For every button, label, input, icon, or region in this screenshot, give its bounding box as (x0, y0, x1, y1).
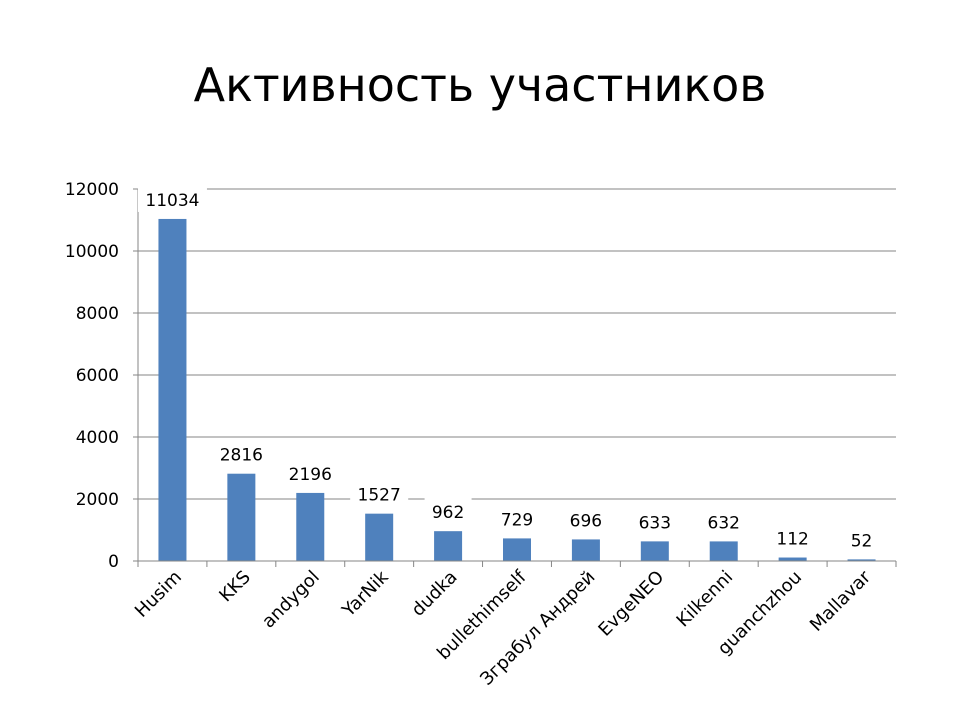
data-label-background (424, 498, 472, 525)
x-tick-label: KKS (215, 567, 255, 607)
bar (296, 492, 325, 561)
x-tick-label: Зграбул Андрей (476, 567, 599, 690)
bar (503, 538, 531, 561)
bar (158, 218, 187, 562)
slide-title: Активность участников (193, 58, 767, 112)
y-tick-labels: 0 2000 4000 6000 8000 10000 12000 (65, 180, 119, 572)
bar (640, 541, 669, 561)
y-tick-label: 12000 (65, 180, 119, 200)
x-tick-label: dudka (408, 567, 462, 621)
data-label-background (700, 508, 748, 535)
bar (434, 531, 463, 561)
data-label-background (137, 185, 207, 212)
bar (365, 513, 394, 561)
x-tick-label: Husim (131, 567, 186, 622)
x-tick-label: EvgeNEO (594, 567, 668, 641)
data-label-background (281, 459, 340, 486)
y-tick-label: 10000 (65, 242, 119, 262)
y-tick-label: 2000 (76, 490, 119, 510)
data-label: 729 (501, 510, 533, 530)
x-tick-label: Kilkenni (673, 567, 738, 632)
y-tick-label: 4000 (76, 428, 119, 448)
data-label: 696 (570, 511, 602, 531)
data-label: 2816 (220, 446, 263, 466)
data-label: 632 (708, 513, 740, 533)
data-label-background (562, 506, 610, 533)
y-tick-label: 0 (108, 552, 119, 572)
gridlines (138, 188, 896, 500)
bar (778, 557, 807, 561)
data-label: 633 (639, 513, 671, 533)
data-label-background (769, 524, 817, 551)
bar (227, 473, 256, 561)
x-tick-label: andygol (258, 567, 324, 633)
data-label-background (350, 480, 409, 507)
data-label: 2196 (289, 465, 332, 485)
bar (847, 559, 876, 561)
y-tick-label: 8000 (76, 304, 119, 324)
axes (133, 188, 897, 567)
data-label: 52 (851, 531, 873, 551)
x-tick-labels: Husim KKS andygol YarNik dudkabullethimselfЗ… (131, 566, 876, 690)
data-label: 11034 (145, 191, 199, 211)
x-tick-label: Mallavar (806, 566, 875, 635)
data-label: 962 (432, 503, 464, 523)
bar (709, 541, 738, 561)
x-tick-label: YarNik (338, 566, 393, 621)
data-label: 1527 (358, 486, 401, 506)
data-label-background (493, 505, 541, 532)
bars (158, 218, 876, 562)
y-tick-label: 6000 (76, 366, 119, 386)
data-label-background (843, 526, 880, 553)
data-label-background (212, 440, 271, 467)
data-labels: 11034 2816 2196 1527 962 729 696 633 632 112 52 (137, 185, 880, 553)
data-label-background (631, 508, 679, 535)
bar (571, 539, 600, 561)
data-label: 112 (776, 530, 808, 550)
